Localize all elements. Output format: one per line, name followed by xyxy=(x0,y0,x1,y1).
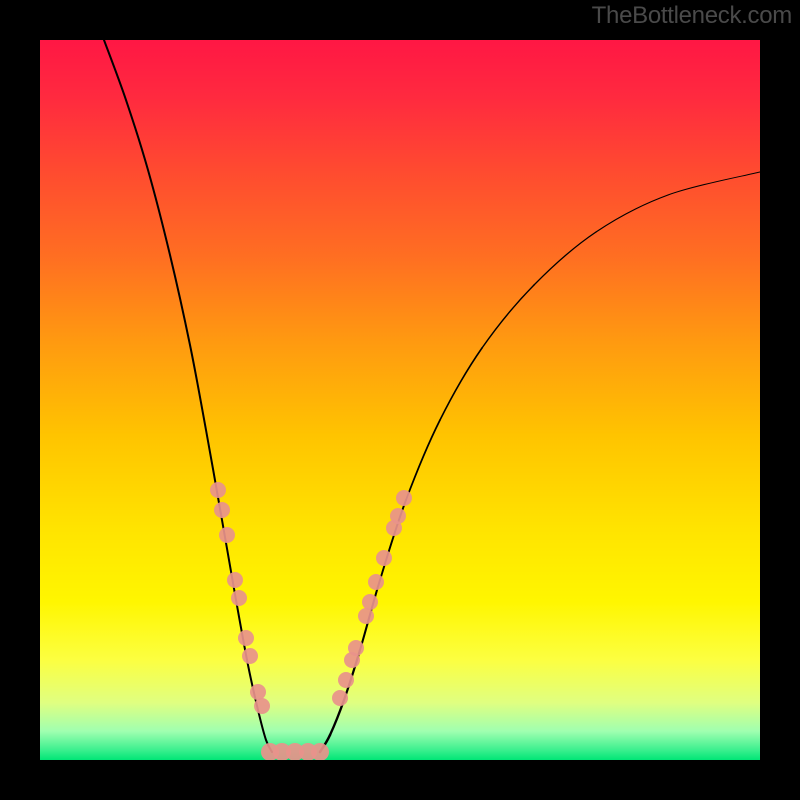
watermark-text: TheBottleneck.com xyxy=(592,2,792,30)
marker-bottom-4 xyxy=(311,743,329,761)
marker-left-upper-3 xyxy=(227,572,243,588)
marker-right-upper-9 xyxy=(390,508,406,524)
marker-right-upper-7 xyxy=(376,550,392,566)
marker-left-upper-5 xyxy=(238,630,254,646)
bottleneck-chart xyxy=(0,0,800,800)
marker-right-upper-1 xyxy=(338,672,354,688)
marker-left-upper-1 xyxy=(214,502,230,518)
marker-left-upper-0 xyxy=(210,482,226,498)
marker-right-upper-3 xyxy=(348,640,364,656)
marker-right-upper-5 xyxy=(362,594,378,610)
marker-left-upper-6 xyxy=(242,648,258,664)
marker-left-upper-4 xyxy=(231,590,247,606)
marker-right-upper-0 xyxy=(332,690,348,706)
marker-right-upper-6 xyxy=(368,574,384,590)
marker-left-lower-0 xyxy=(250,684,266,700)
marker-right-upper-4 xyxy=(358,608,374,624)
plot-background-gradient xyxy=(40,40,760,760)
chart-container: TheBottleneck.com xyxy=(0,0,800,800)
marker-left-lower-1 xyxy=(254,698,270,714)
marker-left-upper-2 xyxy=(219,527,235,543)
marker-right-upper-10 xyxy=(396,490,412,506)
